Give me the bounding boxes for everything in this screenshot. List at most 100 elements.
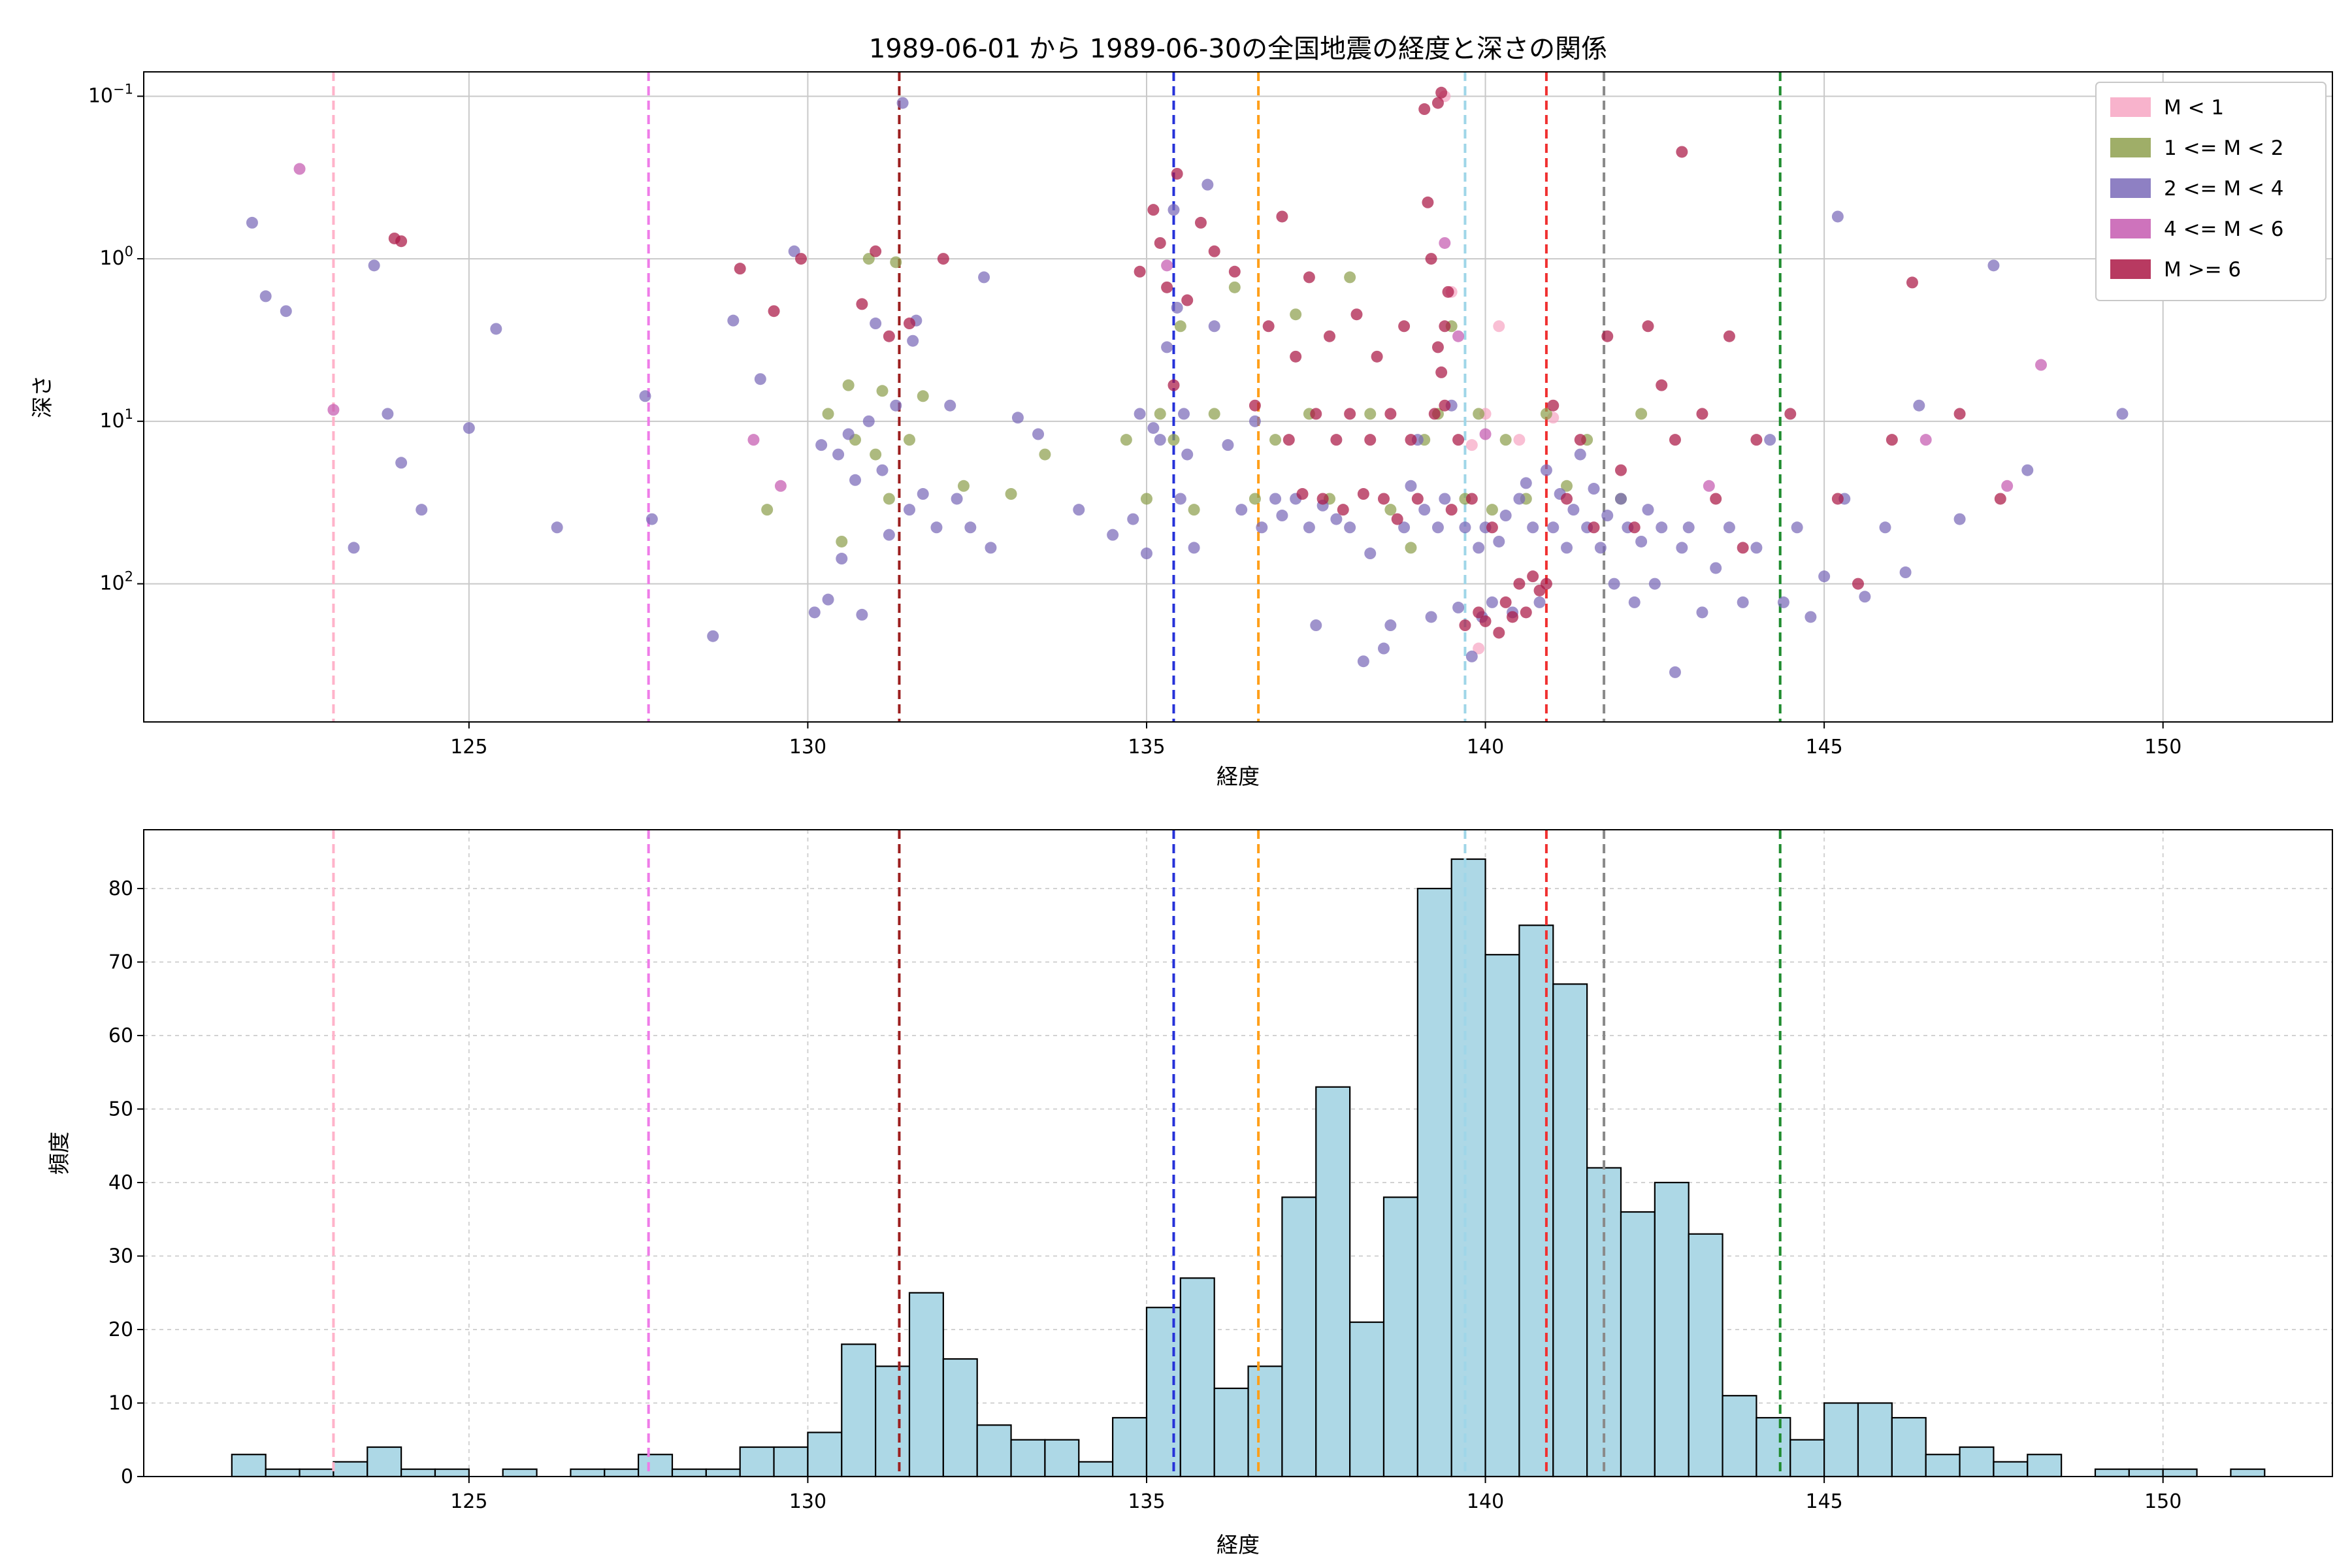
scatter-point <box>1140 493 1152 505</box>
histogram-bar <box>1450 858 1486 1478</box>
scatter-point <box>1262 320 1275 333</box>
scatter-point <box>1473 642 1485 655</box>
histogram-bar <box>333 1461 368 1478</box>
scatter-point <box>1120 434 1132 446</box>
scatter-point <box>862 253 875 265</box>
scatter-point <box>1486 596 1498 608</box>
scatter-point <box>1614 493 1627 505</box>
scatter-point <box>1174 493 1186 505</box>
histogram-bar <box>1688 1233 1723 1478</box>
scatter-point <box>1350 308 1363 321</box>
scatter-point <box>896 97 909 109</box>
scatter-point <box>1168 379 1180 391</box>
scatter-point <box>1256 521 1268 534</box>
scatter-point <box>1435 366 1448 378</box>
scatter-point <box>1737 542 1749 554</box>
scatter-point <box>1290 308 1302 321</box>
scatter-point <box>1324 330 1336 342</box>
scatter-point <box>1296 488 1309 500</box>
scatter-point <box>1039 448 1051 461</box>
scatter-point <box>1330 434 1343 446</box>
scatter-point <box>1337 504 1349 516</box>
scatter-point <box>1330 513 1343 525</box>
scatter-point <box>1371 350 1383 363</box>
scatter-point <box>1764 434 1776 446</box>
scatter-point <box>1425 253 1437 265</box>
scatter-point <box>1520 477 1532 489</box>
scatter-point <box>1574 434 1586 446</box>
scatter-point <box>1310 408 1322 420</box>
hist-xlabel: 経度 <box>1217 1532 1260 1558</box>
scatter-point <box>1723 330 1735 342</box>
scatter-point <box>1442 286 1454 298</box>
histogram-bar <box>908 1292 944 1478</box>
scatter-point <box>1656 379 1668 391</box>
scatter-point <box>1222 439 1234 451</box>
scatter-point <box>1737 596 1749 608</box>
scatter-point <box>1303 521 1315 534</box>
scatter-point <box>849 474 862 486</box>
scatter-point <box>1384 408 1397 420</box>
scatter-point <box>1011 412 1024 424</box>
scatter-point <box>761 504 774 516</box>
scatter-point <box>903 504 915 516</box>
histogram-bar <box>502 1468 538 1478</box>
histogram-bar <box>1484 954 1520 1478</box>
scatter-point <box>1168 434 1180 446</box>
legend-label: 2 <= M < 4 <box>2164 177 2284 201</box>
scatter-point <box>1439 320 1451 333</box>
scatter-point <box>1588 483 1600 495</box>
scatter-point <box>1899 566 1912 579</box>
scatter-point <box>1459 619 1471 632</box>
scatter-point <box>1405 542 1417 554</box>
scatter-point <box>747 434 760 446</box>
histogram-bar <box>1857 1402 1893 1478</box>
histogram-bar <box>1078 1461 1114 1478</box>
scatter-point <box>1147 422 1160 434</box>
scatter-point <box>870 448 882 461</box>
scatter-point <box>964 521 977 534</box>
scatter-point <box>1364 408 1377 420</box>
scatter-point <box>978 271 990 284</box>
histogram-bar <box>1213 1387 1249 1478</box>
histogram-bar <box>1654 1181 1690 1478</box>
scatter-point <box>1791 521 1803 534</box>
scatter-point <box>1953 408 1966 420</box>
scatter-point <box>490 323 502 335</box>
histogram-bar <box>231 1454 267 1478</box>
scatter-point <box>1134 408 1146 420</box>
scatter-point <box>1527 521 1539 534</box>
scatter-point <box>1710 493 1722 505</box>
scatter-point <box>1073 504 1085 516</box>
scatter-point <box>1805 611 1817 623</box>
scatter-point <box>1520 606 1532 619</box>
histogram-bar <box>2094 1468 2130 1478</box>
scatter-point <box>1154 237 1166 249</box>
scatter-point <box>1486 504 1498 516</box>
scatter-point <box>1588 521 1600 534</box>
scatter-point <box>1831 493 1844 505</box>
scatter-point <box>1418 103 1431 116</box>
scatter-point <box>1290 350 1302 363</box>
scatter-point <box>1656 521 1668 534</box>
scatter-point <box>1357 655 1369 668</box>
histogram-bar <box>1044 1439 1080 1478</box>
histogram-bar <box>1993 1461 2029 1478</box>
scatter-point <box>836 535 848 547</box>
scatter-point <box>1452 601 1465 613</box>
scatter-point <box>1635 535 1648 547</box>
scatter-point <box>1178 408 1190 420</box>
x-tick-label: 145 <box>1806 1490 1843 1513</box>
scatter-point <box>1364 547 1377 560</box>
scatter-point <box>1682 521 1695 534</box>
legend-label: M < 1 <box>2164 96 2224 120</box>
scatter-point <box>1171 301 1183 314</box>
scatter-point <box>645 513 658 525</box>
y-tick-label: 100 <box>99 244 133 270</box>
scatter-point <box>1344 408 1356 420</box>
scatter-point <box>856 608 868 621</box>
x-tick-label: 135 <box>1128 1490 1165 1513</box>
x-tick-label: 135 <box>1128 736 1165 759</box>
scatter-point <box>1269 493 1282 505</box>
scatter-point <box>903 318 915 330</box>
